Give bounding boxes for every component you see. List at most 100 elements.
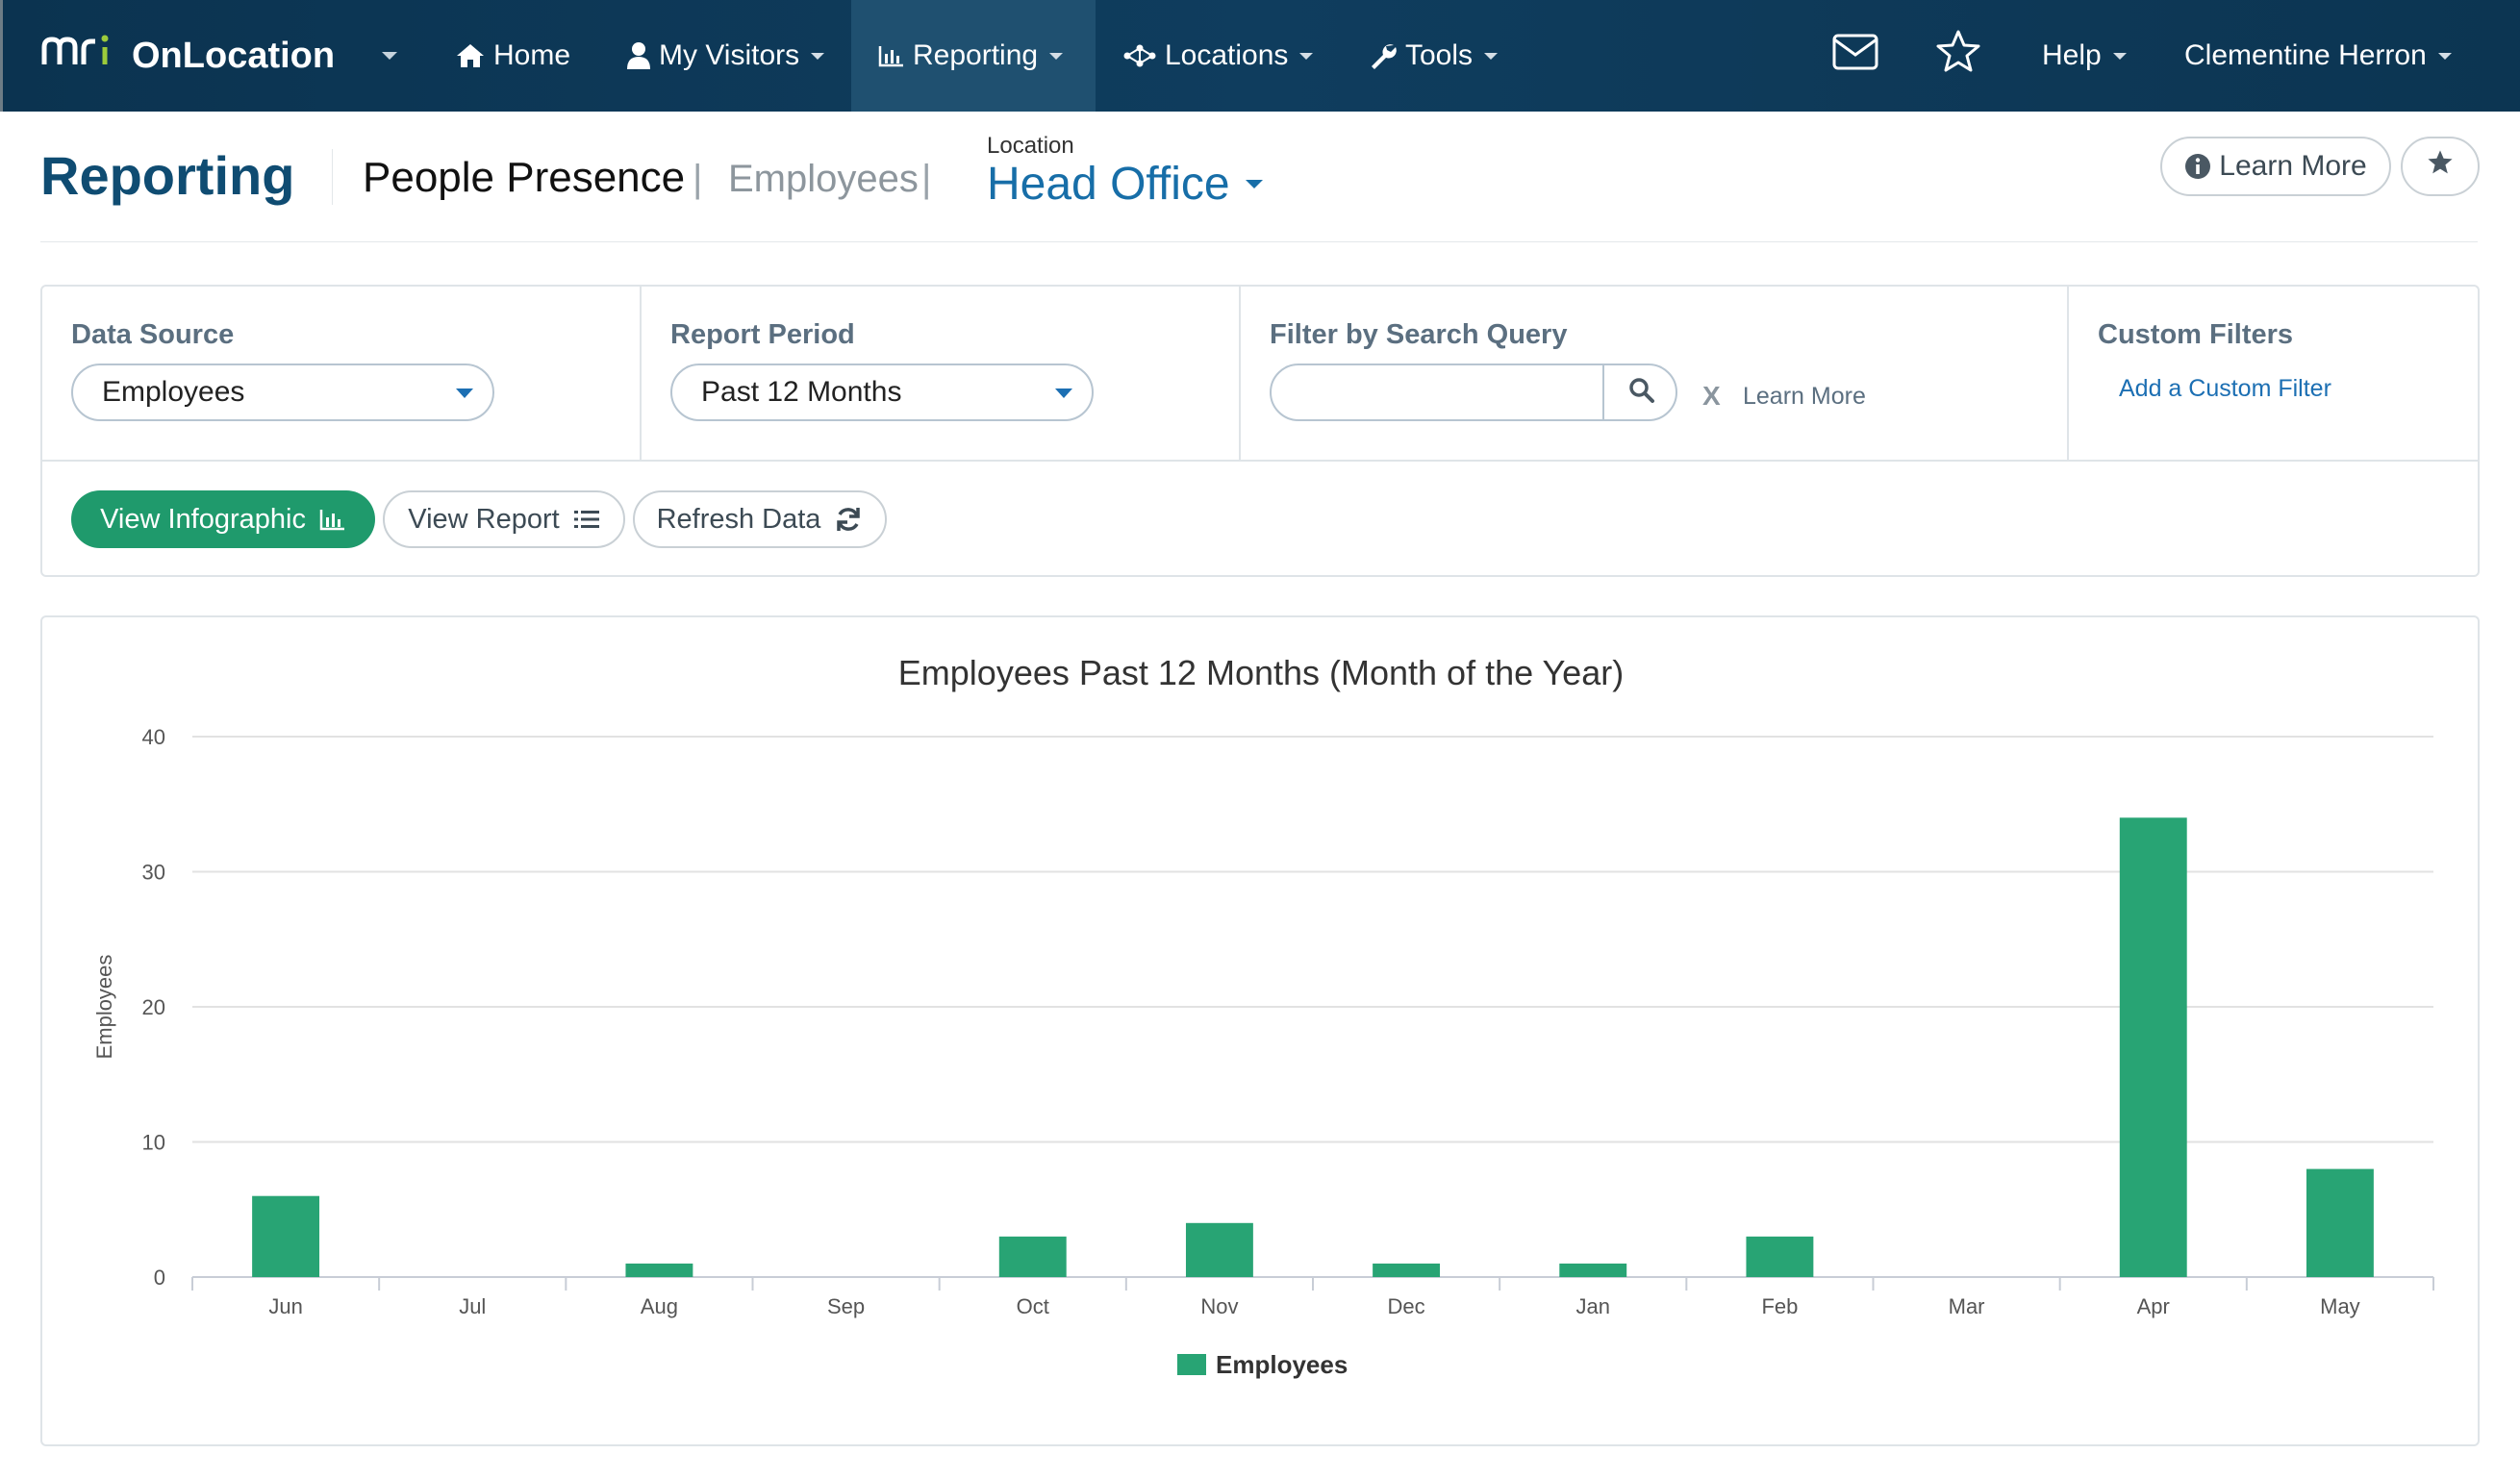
x-tick-label: Jan [1576, 1294, 1610, 1318]
y-tick-label: 30 [142, 861, 165, 885]
chevron-down-icon [1245, 180, 1263, 188]
x-tick-label: Feb [1761, 1294, 1798, 1318]
x-tick-label: May [2320, 1294, 2360, 1318]
chart-legend[interactable]: Employees [1177, 1350, 1348, 1379]
nav-reporting[interactable]: Reporting [851, 0, 1096, 112]
brand-logo[interactable]: OnLocation [41, 29, 335, 83]
favorites-button[interactable] [1934, 0, 1982, 112]
mail-icon [1832, 34, 1878, 78]
chevron-down-icon [2437, 52, 2452, 60]
search-field [1270, 363, 1677, 421]
data-source-label: Data Source [71, 319, 235, 350]
chevron-down-icon [1049, 52, 1064, 60]
user-name: Clementine Herron [2184, 39, 2427, 71]
nav-locations-label: Locations [1165, 39, 1289, 71]
filter-panel-divider [42, 460, 2478, 462]
chevron-down-icon [456, 389, 473, 398]
x-tick-label: Mar [1949, 1294, 1985, 1318]
breadcrumb-report-type: People Presence [363, 154, 686, 201]
home-icon [455, 42, 486, 69]
favorite-report-button[interactable] [2401, 137, 2480, 196]
search-learn-more-link[interactable]: Learn More [1743, 383, 1866, 410]
y-tick-label: 10 [142, 1131, 165, 1155]
x-tick-label: Dec [1388, 1294, 1425, 1318]
bar-chart-icon [878, 44, 905, 67]
view-report-label: View Report [408, 503, 560, 535]
bar-dec[interactable] [1373, 1263, 1441, 1277]
employees-bar-chart: Employees Past 12 Months (Month of the Y… [92, 653, 2434, 1379]
custom-filters-group: Custom Filters Add a Custom Filter [2069, 287, 2480, 460]
view-infographic-button[interactable]: View Infographic [71, 490, 375, 548]
refresh-data-button[interactable]: Refresh Data [633, 490, 887, 548]
view-report-button[interactable]: View Report [383, 490, 625, 548]
data-source-select[interactable]: Employees [71, 363, 494, 421]
header-divider [332, 149, 333, 205]
learn-more-label: Learn More [2219, 150, 2367, 182]
search-filter-label: Filter by Search Query [1270, 319, 1568, 350]
top-navigation-bar: OnLocation Home My Visitors Reporting Lo… [0, 0, 2520, 112]
bar-aug[interactable] [625, 1263, 693, 1277]
messages-button[interactable] [1832, 0, 1878, 112]
x-axis-ticks: Jun Jul Aug Sep Oct Nov Dec Jan Feb Mar Apr May [191, 1277, 2434, 1318]
chart-grid [192, 736, 2433, 1278]
x-tick-label: Jul [459, 1294, 486, 1318]
y-tick-label: 20 [142, 995, 165, 1019]
x-tick-label: Aug [641, 1294, 678, 1318]
x-tick-label: Nov [1200, 1294, 1238, 1318]
nav-home[interactable]: Home [455, 0, 570, 112]
breadcrumb-data-source: Employees [728, 158, 919, 200]
user-menu[interactable]: Clementine Herron [2184, 0, 2452, 112]
page-title: Reporting [40, 145, 295, 206]
star-icon [1934, 29, 1982, 83]
location-label: Location [987, 133, 1074, 159]
x-tick-label: Oct [1017, 1294, 1049, 1318]
clear-search-button[interactable]: X [1702, 381, 1721, 411]
nav-my-visitors[interactable]: My Visitors [626, 0, 825, 112]
app-switcher-caret-icon[interactable] [382, 52, 397, 60]
learn-more-button[interactable]: Learn More [2160, 137, 2391, 196]
breadcrumb-separator: | [693, 158, 703, 200]
chart-panel: Employees Past 12 Months (Month of the Y… [40, 615, 2480, 1446]
bar-chart-icon [319, 508, 346, 531]
y-tick-label: 40 [142, 725, 165, 749]
y-tick-label: 0 [154, 1266, 165, 1290]
info-icon [2184, 153, 2211, 180]
view-infographic-label: View Infographic [100, 503, 306, 535]
search-icon [1628, 377, 1655, 409]
header-divider-line [40, 241, 2478, 242]
search-input[interactable] [1272, 365, 1602, 419]
search-filter-group: Filter by Search Query X Learn More [1241, 287, 2069, 460]
bar-jan[interactable] [1559, 1263, 1627, 1277]
bar-oct[interactable] [998, 1236, 1067, 1277]
chevron-down-icon [1484, 52, 1499, 60]
report-period-label: Report Period [670, 319, 855, 350]
bar-apr[interactable] [2119, 817, 2187, 1277]
chevron-down-icon [1299, 52, 1314, 60]
refresh-icon [834, 505, 863, 534]
legend-label: Employees [1216, 1350, 1348, 1379]
nav-tools[interactable]: Tools [1369, 0, 1499, 112]
legend-swatch [1177, 1354, 1206, 1375]
bar-feb[interactable] [1746, 1236, 1814, 1277]
location-value: Head Office [987, 159, 1230, 210]
location-selector[interactable]: Head Office [987, 158, 1263, 211]
report-period-select[interactable]: Past 12 Months [670, 363, 1094, 421]
add-custom-filter-link[interactable]: Add a Custom Filter [2119, 375, 2331, 402]
nav-reporting-label: Reporting [913, 39, 1039, 71]
nav-my-visitors-label: My Visitors [659, 39, 800, 71]
breadcrumb-separator: | [921, 158, 932, 200]
user-icon [626, 41, 651, 70]
x-tick-label: Jun [268, 1294, 302, 1318]
app-name: OnLocation [132, 35, 336, 76]
nav-locations[interactable]: Locations [1122, 0, 1314, 112]
nav-help[interactable]: Help [2042, 0, 2127, 112]
bar-jun[interactable] [252, 1195, 320, 1277]
refresh-data-label: Refresh Data [656, 503, 821, 535]
network-icon [1122, 42, 1157, 69]
bar-may[interactable] [2306, 1168, 2374, 1277]
bar-nov[interactable] [1185, 1222, 1253, 1277]
nav-tools-label: Tools [1405, 39, 1474, 71]
search-button[interactable] [1602, 365, 1676, 419]
y-axis-ticks: 0 10 20 30 40 [142, 725, 165, 1290]
chart-bars [252, 817, 2374, 1277]
